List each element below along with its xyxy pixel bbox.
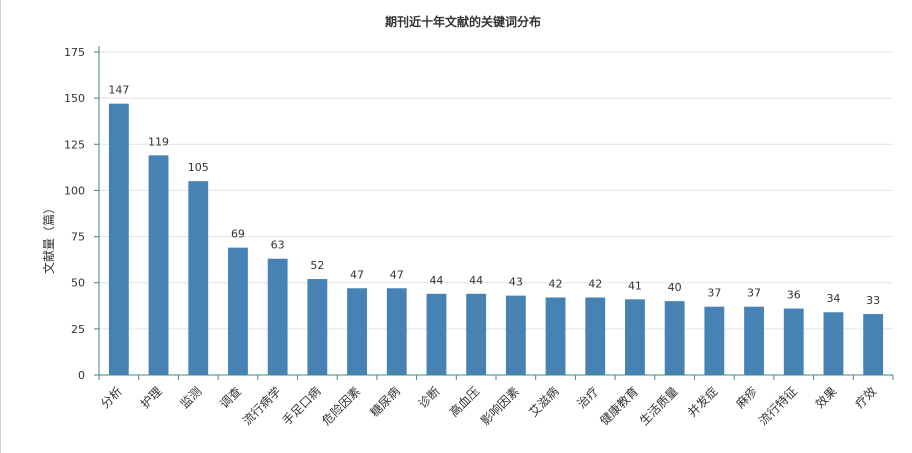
x-tick-label: 手足口病 [279,384,324,429]
y-tick-label: 125 [64,138,85,151]
bar-3 [188,181,209,375]
data-label: 42 [549,277,563,290]
bar-13 [585,297,606,375]
y-tick-label: 150 [64,92,85,105]
x-tick-label: 流行病学 [239,384,284,429]
bar-15 [664,301,685,375]
chart-title: 期刊近十年文献的关键词分布 [385,14,541,29]
data-label: 40 [668,281,682,294]
y-tick-label: 100 [64,184,85,197]
bar-10 [466,293,487,375]
bar-4 [228,247,248,375]
x-tick-label: 艾滋病 [526,384,562,420]
x-tick-label: 监测 [177,384,204,411]
x-tick-label: 治疗 [574,384,601,411]
x-tick-label: 效果 [812,384,840,412]
x-tick-label: 健康教育 [597,384,642,429]
data-label: 44 [429,274,443,287]
x-tick-label: 麻疹 [733,384,761,412]
x-tick-label: 影响因素 [477,384,522,429]
data-label: 36 [787,289,801,302]
bar-14 [625,299,645,375]
data-label: 42 [588,277,602,290]
data-label: 41 [628,279,642,292]
x-tick-label: 生活质量 [637,384,681,428]
data-label: 119 [148,135,169,148]
y-tick-label: 175 [64,46,85,59]
x-tick-label: 高血压 [446,384,482,420]
y-tick-label: 50 [71,277,85,290]
bar-5 [267,258,288,375]
y-tick-label: 25 [71,323,85,336]
data-label: 69 [231,228,245,241]
x-tick-label: 危险因素 [319,384,364,429]
data-label: 33 [866,294,880,307]
data-label: 63 [271,239,285,252]
x-tick-label: 分析 [98,384,125,411]
bars [108,103,884,376]
data-label: 37 [747,287,761,300]
data-label: 47 [390,268,404,281]
x-tick-label: 诊断 [415,384,443,412]
bar-6 [307,279,328,375]
bar-18 [783,308,804,375]
bar-9 [426,293,447,375]
bar-12 [545,297,566,375]
bar-17 [744,306,764,375]
y-axis-ticks: 0 25 50 75 100 125 150 175 [64,46,99,382]
axes [98,46,893,376]
data-labels: 147 119 105 69 63 52 47 47 44 44 43 42 42 41 40 37 37 36 3… [108,84,880,307]
bar-20 [863,314,884,375]
x-tick-label: 糖尿病 [367,384,403,420]
data-label: 43 [509,276,523,289]
x-tick-label: 流行特征 [755,384,800,429]
x-tick-label: 护理 [138,384,165,411]
bar-1 [108,103,129,376]
y-axis-label: 文献量（篇） [41,202,56,274]
left-border [0,0,1,453]
data-label: 105 [188,161,209,174]
x-tick-label: 并发症 [684,384,720,420]
data-label: 34 [826,292,840,305]
bar-2 [148,155,169,375]
bar-19 [823,312,844,375]
data-label: 147 [108,84,129,97]
bar-16 [704,306,725,375]
gridlines [99,51,893,330]
data-label: 47 [350,268,364,281]
bar-7 [347,288,367,375]
x-tick-label: 调查 [217,384,244,411]
y-tick-label: 0 [78,369,85,382]
bar-8 [386,288,407,375]
y-tick-label: 75 [71,231,85,244]
data-label: 37 [707,287,721,300]
bar-11 [505,295,526,375]
data-label: 44 [469,274,483,287]
x-tick-label: 疗效 [852,384,880,412]
data-label: 52 [310,259,324,272]
